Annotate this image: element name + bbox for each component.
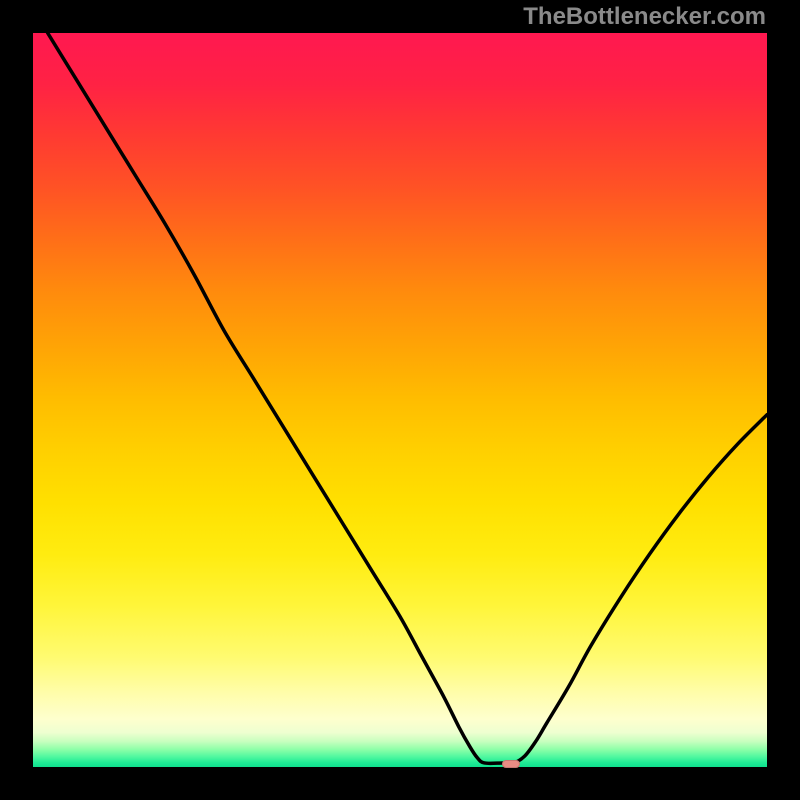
optimal-marker [502,760,520,769]
bottleneck-curve [48,33,767,763]
figure-root: TheBottlenecker.com [0,0,800,800]
watermark-text: TheBottlenecker.com [523,3,766,31]
curve-svg [33,33,767,767]
plot-area [33,33,767,767]
